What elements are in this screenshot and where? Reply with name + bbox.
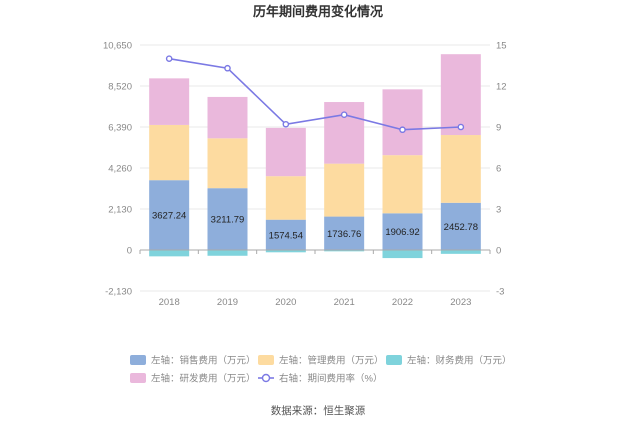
sales-value-label: 1574.54 xyxy=(269,230,303,241)
right-tick-label: 9 xyxy=(496,123,501,134)
rate-point xyxy=(282,120,290,128)
sales-value-label: 1906.92 xyxy=(385,227,419,238)
x-tick-label: 2020 xyxy=(275,297,296,308)
legend-marker xyxy=(261,373,271,383)
sales-value-label: 3627.24 xyxy=(152,211,186,222)
bar-segment xyxy=(324,250,365,252)
x-tick-label: 2019 xyxy=(217,297,238,308)
bar-segment xyxy=(382,213,423,250)
bar-segment xyxy=(382,250,423,259)
left-tick-label: 4,260 xyxy=(108,164,132,175)
bar-segment xyxy=(149,124,190,181)
right-tick-label: 6 xyxy=(496,164,501,175)
axes: 10,650 15 8,520 12 6,390 9 4,260 6 2,130 3 0 0 -2,13… xyxy=(103,41,507,309)
legend-swatch xyxy=(258,355,274,365)
bar-segment xyxy=(149,78,190,125)
sales-value-label: 1736.76 xyxy=(327,229,361,240)
bar-segment xyxy=(440,54,481,136)
sales-value-label: 3211.79 xyxy=(211,215,245,226)
left-tick-label: 0 xyxy=(127,246,132,257)
bar-segment xyxy=(207,188,248,250)
left-tick-label: -2,130 xyxy=(105,287,132,298)
legend-label: 左轴：研发费用（万元） xyxy=(151,373,256,385)
bar-segment xyxy=(440,250,481,254)
rate-point xyxy=(340,111,348,118)
left-tick-label: 2,130 xyxy=(108,205,132,216)
right-tick-label: 3 xyxy=(496,205,501,216)
rate-point xyxy=(399,126,406,134)
data-labels: 3627.24 3211.79 1574.54 1736.76 1906.92 2452.… xyxy=(152,211,478,242)
x-tick-label: 2022 xyxy=(392,297,413,308)
right-tick-label: 15 xyxy=(496,41,507,52)
right-tick-label: 12 xyxy=(496,82,507,93)
x-tick-label: 2023 xyxy=(450,297,471,308)
gridlines xyxy=(140,44,490,292)
x-tick-label: 2018 xyxy=(159,297,180,308)
left-tick-label: 10,650 xyxy=(103,41,132,52)
rate-point xyxy=(457,123,465,131)
bar-segment xyxy=(207,250,248,256)
rate-point xyxy=(165,55,173,62)
bar-segment xyxy=(324,163,365,217)
bar-segment xyxy=(207,96,248,139)
legend-swatch xyxy=(130,355,146,365)
bar-segment xyxy=(265,250,306,253)
right-tick-label: -3 xyxy=(496,287,504,298)
bar-segment xyxy=(207,138,248,189)
x-tick-label: 2021 xyxy=(334,297,355,308)
bar-segment xyxy=(265,127,306,177)
left-tick-label: 6,390 xyxy=(108,123,132,134)
bar-segment xyxy=(265,176,306,220)
bars xyxy=(149,54,481,259)
bar-segment xyxy=(440,135,481,203)
right-tick-label: 0 xyxy=(496,246,501,257)
sales-value-label: 2452.78 xyxy=(444,222,478,233)
rate-line xyxy=(165,55,465,134)
bar-segment xyxy=(265,219,306,250)
rate-point xyxy=(224,64,231,72)
bar-segment xyxy=(382,155,423,214)
bar-segment xyxy=(324,102,365,164)
legend-swatch xyxy=(130,373,146,383)
bar-segment xyxy=(149,180,190,250)
legend-label: 左轴：管理费用（万元） xyxy=(279,355,384,367)
bar-segment xyxy=(149,250,190,257)
legend-label: 右轴：期间费用率（%） xyxy=(279,373,382,385)
data-source: 数据来源：恒生聚源 xyxy=(271,404,366,417)
left-tick-label: 8,520 xyxy=(108,82,132,93)
legend-label: 左轴：销售费用（万元） xyxy=(151,355,256,367)
legend-swatch xyxy=(386,355,402,365)
legend: 左轴：销售费用（万元） 左轴：管理费用（万元） 左轴：财务费用（万元） 左轴：研发费用… xyxy=(130,355,512,385)
bar-segment xyxy=(382,89,423,156)
rate-line-path xyxy=(169,57,461,131)
chart-title: 历年期间费用变化情况 xyxy=(253,4,383,19)
bar-segment xyxy=(324,216,365,250)
legend-label: 左轴：财务费用（万元） xyxy=(407,355,512,367)
bar-segment xyxy=(440,202,481,250)
